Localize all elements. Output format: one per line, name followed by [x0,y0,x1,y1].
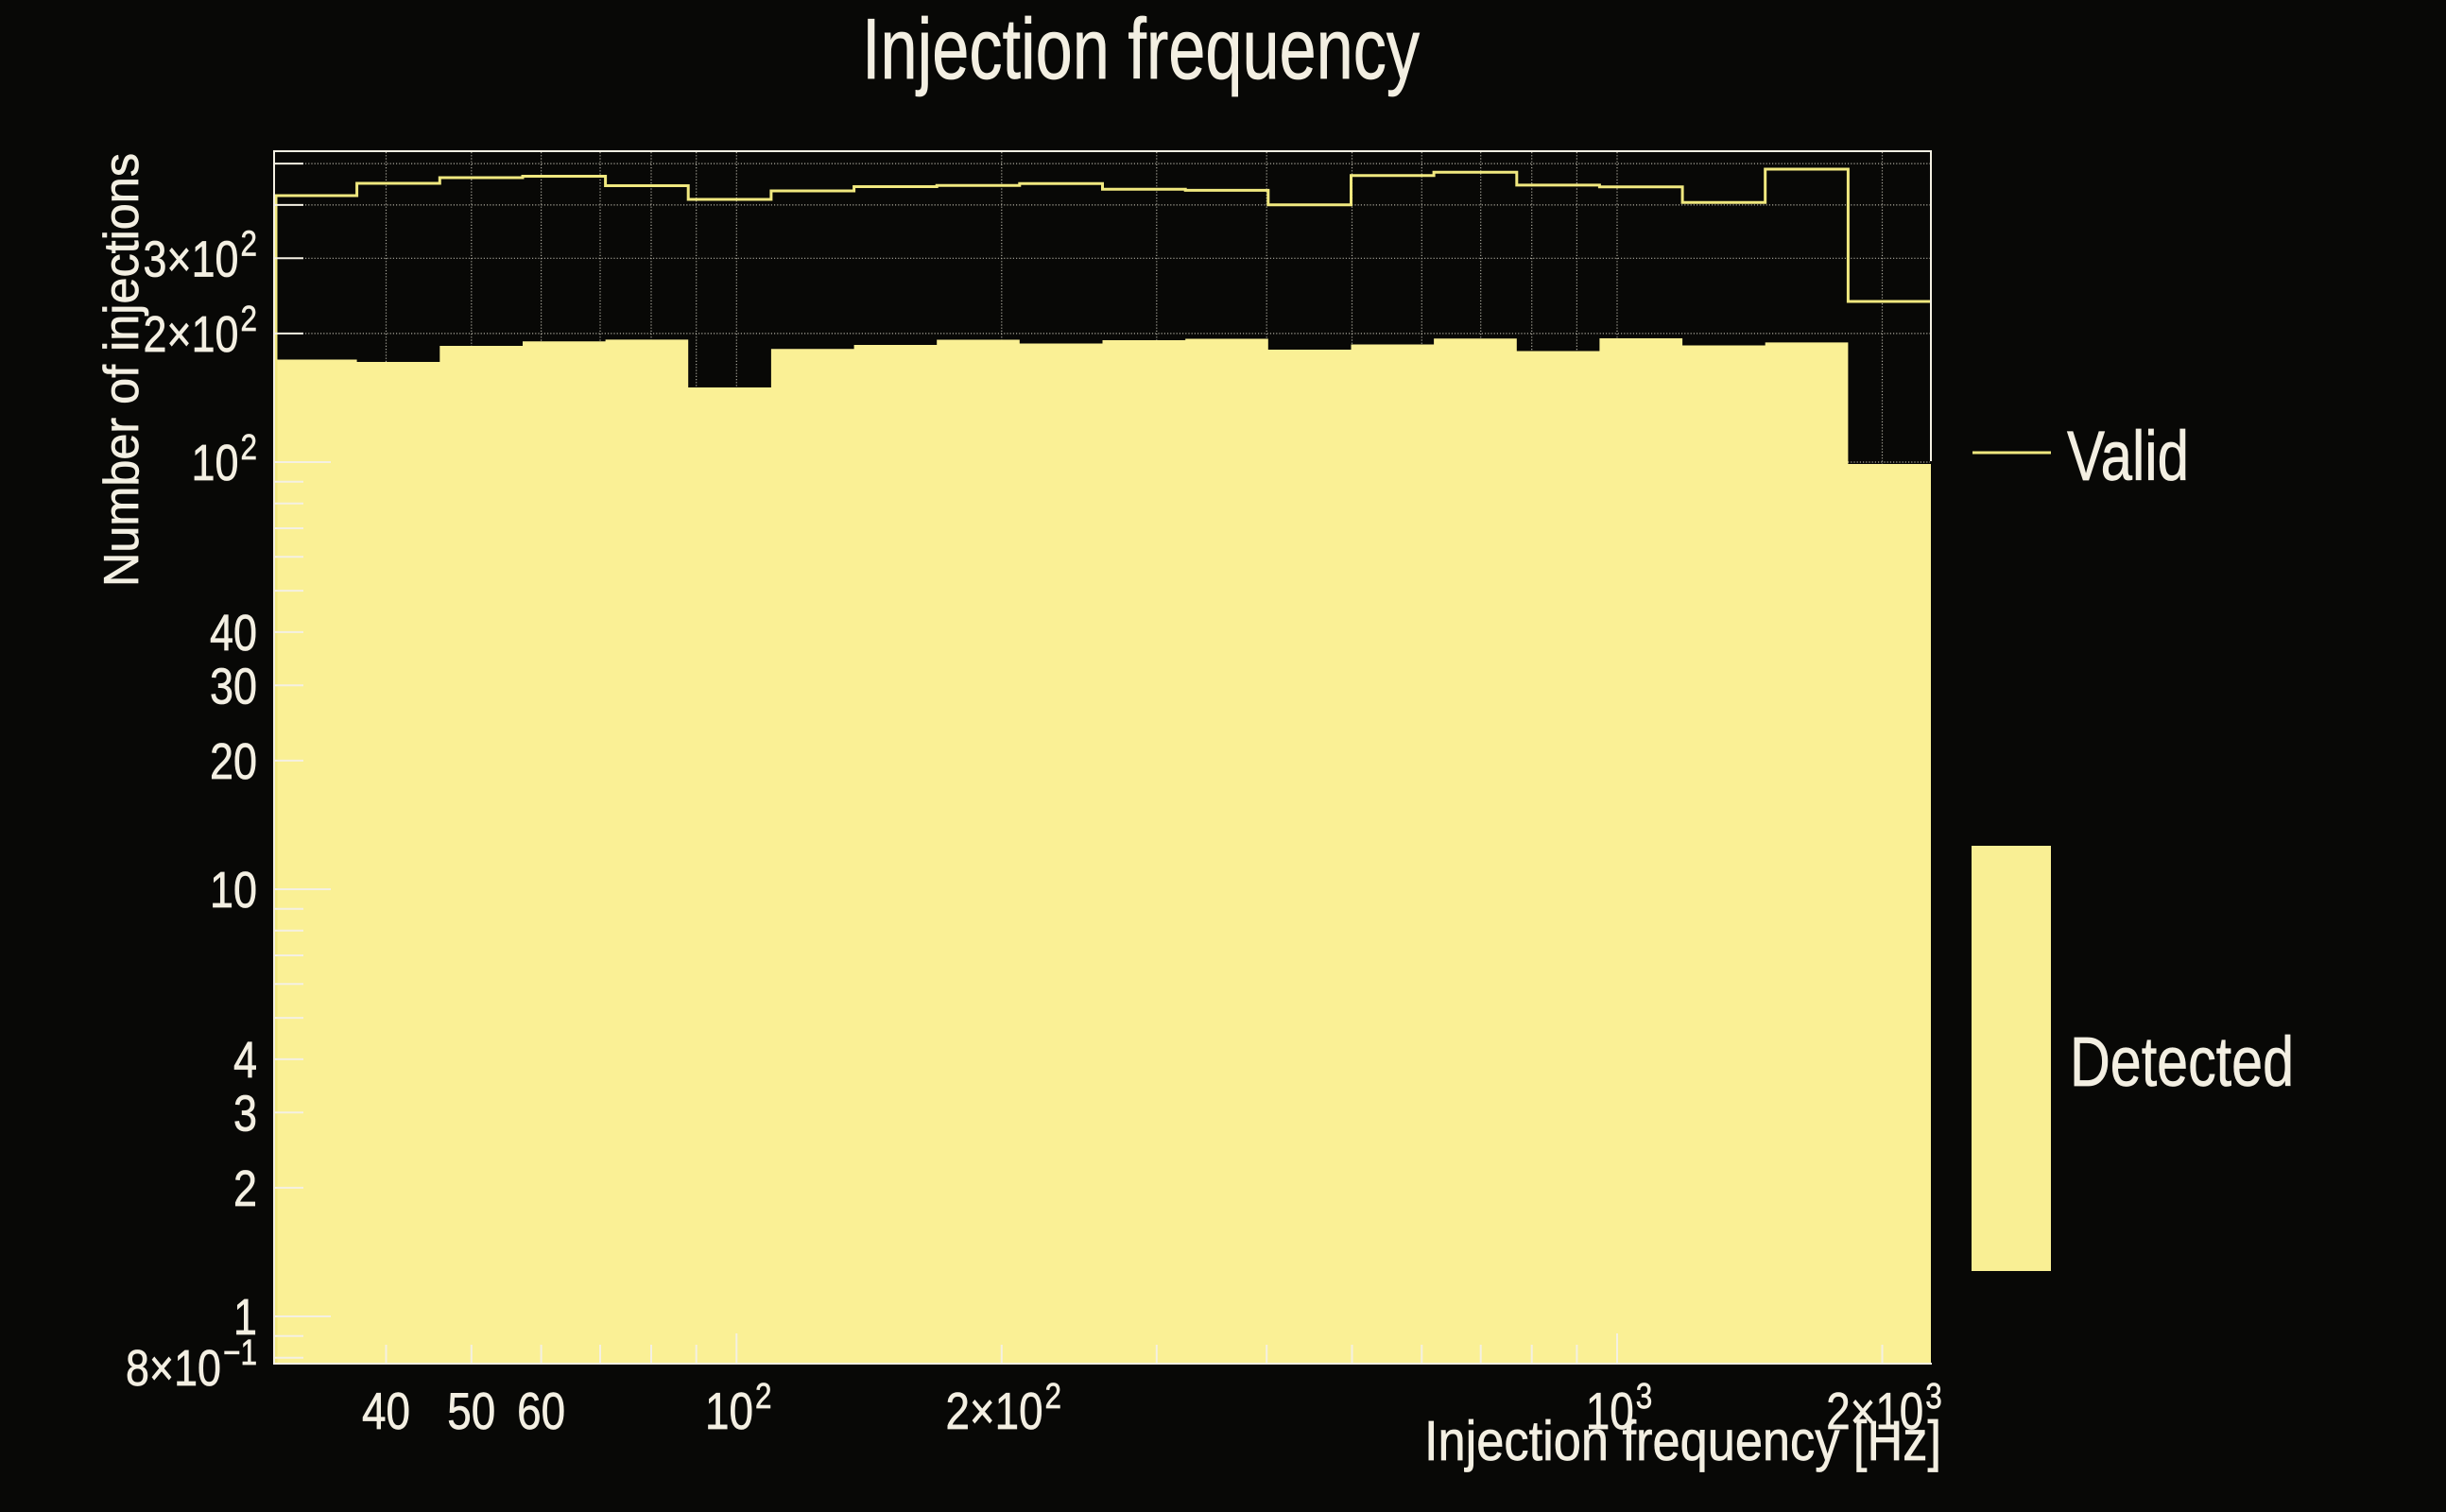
svg-text:2×10: 2×10 [946,1382,1043,1440]
svg-text:30: 30 [210,658,257,714]
svg-text:60: 60 [517,1382,565,1440]
svg-text:Number of injections: Number of injections [95,153,149,587]
svg-text:3: 3 [1925,1377,1942,1417]
svg-text:10: 10 [192,435,239,491]
svg-text:8×10: 8×10 [126,1340,221,1397]
svg-text:10: 10 [210,862,257,919]
svg-text:2: 2 [241,224,258,264]
svg-text:2: 2 [1045,1377,1062,1417]
svg-text:20: 20 [210,733,257,790]
svg-text:2×10: 2×10 [144,306,239,363]
svg-text:10: 10 [705,1382,753,1440]
svg-text:3: 3 [233,1085,257,1142]
svg-text:−1: −1 [223,1333,257,1373]
svg-text:Injection frequency: Injection frequency [862,2,1420,97]
svg-text:2×10: 2×10 [1826,1382,1923,1440]
svg-text:2: 2 [241,300,258,339]
svg-text:50: 50 [447,1382,495,1440]
svg-text:10: 10 [1586,1382,1634,1440]
svg-text:2: 2 [241,428,258,468]
svg-text:40: 40 [210,605,257,662]
svg-text:40: 40 [362,1382,410,1440]
svg-text:Valid: Valid [2067,417,2189,495]
svg-text:2: 2 [755,1377,772,1417]
svg-text:3×10: 3×10 [144,231,239,287]
svg-text:1: 1 [233,1289,257,1346]
svg-text:Injection frequency [Hz]: Injection frequency [Hz] [1424,1410,1941,1472]
svg-text:Detected: Detected [2070,1022,2294,1101]
svg-text:4: 4 [233,1032,257,1089]
svg-text:2: 2 [233,1160,257,1217]
svg-text:3: 3 [1636,1377,1653,1417]
